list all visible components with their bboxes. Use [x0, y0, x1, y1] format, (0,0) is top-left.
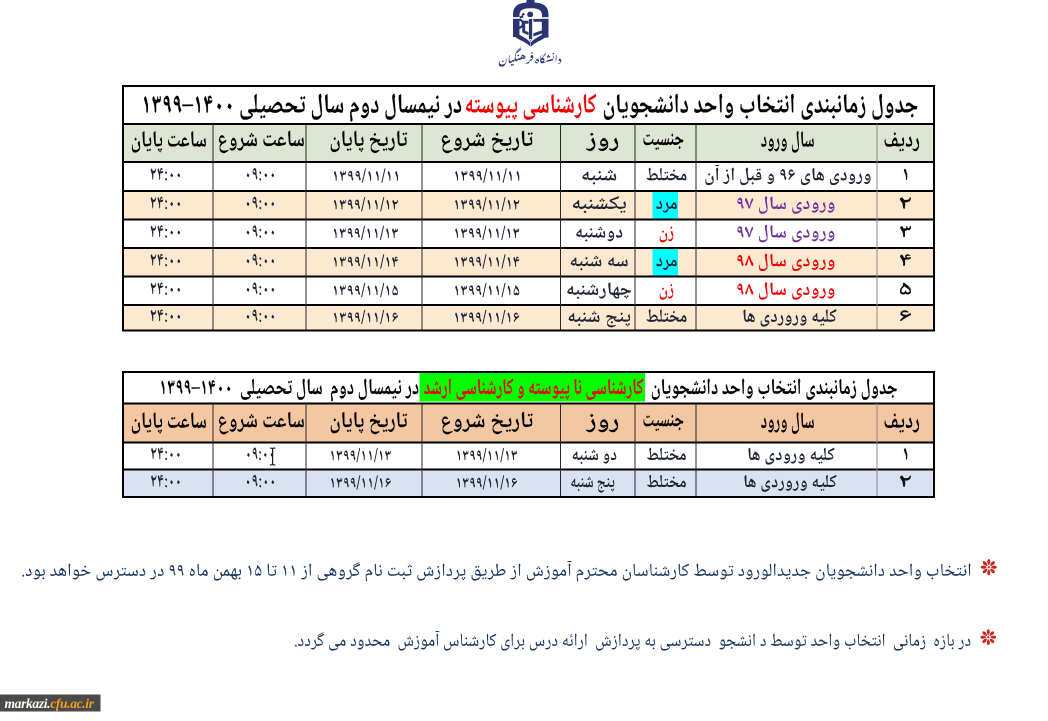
svg-text:markazi.cfu.ac.ir: markazi.cfu.ac.ir — [5, 696, 95, 711]
